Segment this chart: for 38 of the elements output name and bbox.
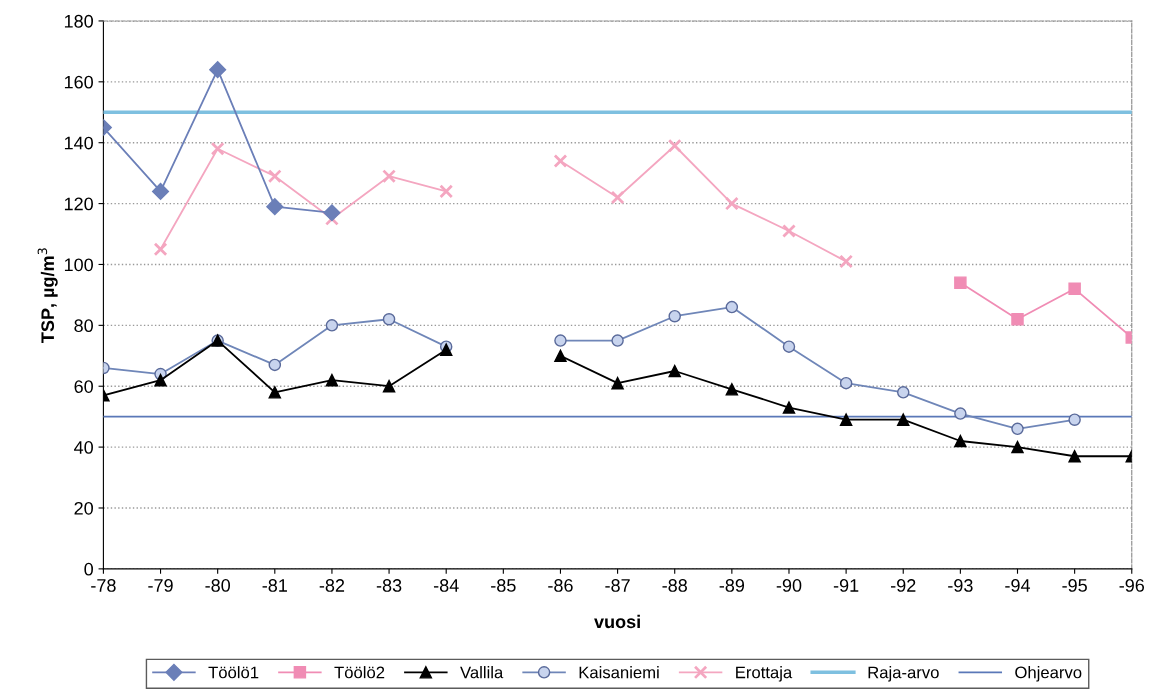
legend-label: Raja-arvo	[868, 666, 939, 682]
y-tick-label: 100	[64, 258, 93, 272]
x-tick-label: -92	[891, 579, 916, 592]
x-tick-label: -89	[719, 579, 745, 592]
x-tick-label: -90	[776, 579, 802, 592]
x-tick-label: -94	[1005, 579, 1031, 592]
y-tick-label: 180	[64, 14, 93, 28]
x-tick-label: -83	[376, 579, 402, 592]
legend-label: Erottaja	[736, 666, 793, 682]
x-axis-title: vuosi	[594, 614, 640, 629]
legend-label: Kaisaniemi	[579, 666, 659, 679]
y-tick-label: 20	[74, 501, 93, 515]
y-tick-label: 80	[74, 319, 93, 333]
x-tick-label: -95	[1062, 579, 1087, 592]
x-tick-label: -79	[148, 579, 173, 592]
x-tick-label: -85	[491, 579, 516, 592]
legend-label: Töölö1	[208, 666, 259, 679]
x-tick-label: -80	[205, 579, 231, 592]
legend-label: Vallila	[460, 666, 504, 679]
legend-label: Töölö2	[334, 666, 385, 679]
y-tick-label: 60	[74, 380, 93, 393]
x-tick-label: -93	[948, 579, 973, 592]
x-tick-label: -88	[662, 579, 687, 592]
y-tick-label: 160	[64, 75, 93, 89]
x-tick-label: -87	[605, 579, 630, 592]
x-tick-label: -78	[91, 579, 116, 592]
x-tick-label: -91	[833, 579, 859, 592]
legend-label: Ohjearvo	[1015, 666, 1082, 682]
y-tick-label: 0	[84, 562, 93, 576]
x-tick-label: -96	[1119, 579, 1145, 592]
x-tick-label: -84	[433, 579, 459, 592]
y-tick-label: 40	[74, 441, 93, 454]
y-tick-label: 140	[64, 136, 93, 150]
y-tick-label: 120	[64, 197, 93, 211]
x-tick-label: -86	[548, 579, 573, 592]
y-axis-title: TSP, µg/m$^{3}$	[37, 248, 58, 343]
x-tick-label: -82	[319, 579, 345, 592]
x-tick-label: -81	[262, 579, 287, 592]
